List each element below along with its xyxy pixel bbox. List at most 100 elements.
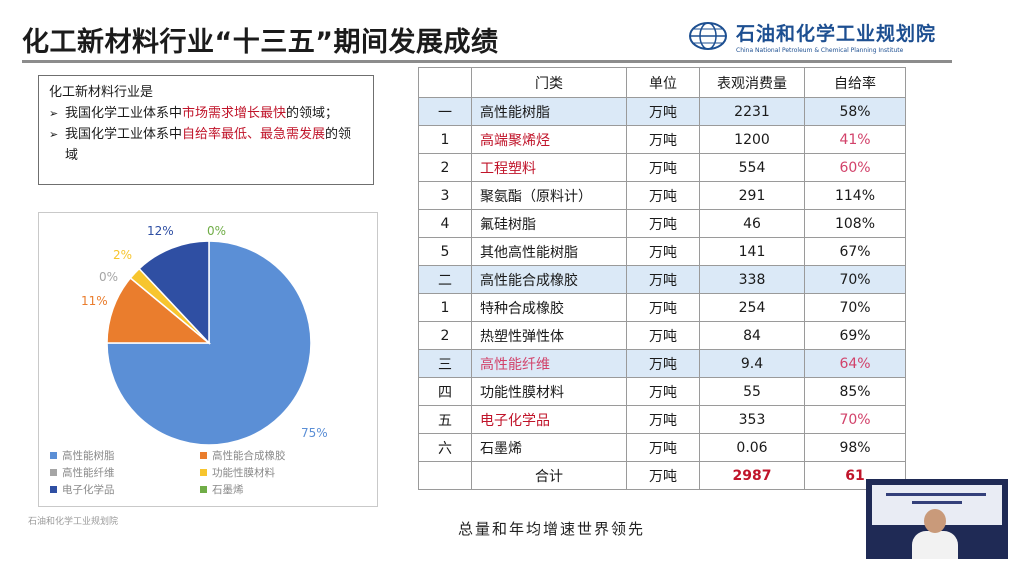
pie-chart-panel: 75% 11% 0% 2% 12% 0% (38, 212, 378, 507)
legend-item: 石墨烯 (200, 482, 360, 497)
cell-self-sufficiency: 98% (804, 433, 906, 462)
cell-consumption: 0.06 (699, 433, 805, 462)
legend-swatch (200, 452, 207, 459)
table-row: 一高性能树脂 万吨 2231 58% (418, 97, 906, 126)
pie-data-label: 75% (301, 426, 328, 440)
table-total-row: 合计 万吨 2987 61 (418, 461, 906, 490)
institute-logo: 石油和化学工业规划院 China National Petroleum & Ch… (688, 14, 958, 58)
cell-index: 2 (418, 153, 472, 182)
pie-data-label: 11% (81, 294, 108, 308)
cell-self-sufficiency: 41% (804, 125, 906, 154)
cell-index: 一 (418, 97, 472, 126)
slide-caption: 总量和年均增速世界领先 (458, 520, 646, 538)
cell-consumption: 291 (699, 181, 805, 210)
cell-unit: 万吨 (626, 433, 700, 462)
cell-category: 高性能合成橡胶 (471, 265, 627, 294)
pie-data-label: 2% (113, 248, 132, 262)
header-consumption: 表观消费量 (699, 67, 805, 98)
cell-index: 4 (418, 209, 472, 238)
table-row: 四功能性膜材料 万吨 55 85% (418, 377, 906, 406)
cell-category: 工程塑料 (471, 153, 627, 182)
cell-category: 功能性膜材料 (471, 377, 627, 406)
pie-data-label: 0% (207, 224, 226, 238)
table-row: 1 特种合成橡胶 万吨 254 70% (418, 293, 906, 322)
cell-self-sufficiency: 114% (804, 181, 906, 210)
chart-credit: 石油和化学工业规划院 (28, 517, 119, 527)
cell-self-sufficiency: 58% (804, 97, 906, 126)
globe-logo-icon (689, 22, 727, 50)
cell-consumption: 554 (699, 153, 805, 182)
cell-self-sufficiency: 70% (804, 405, 906, 434)
legend-swatch (50, 469, 57, 476)
legend-item: 功能性膜材料 (200, 465, 360, 480)
cell-category: 高性能纤维 (471, 349, 627, 378)
presenter-video-thumbnail[interactable] (866, 479, 1008, 559)
cell-index: 5 (418, 237, 472, 266)
cell-self-sufficiency: 60% (804, 153, 906, 182)
cell-consumption: 9.4 (699, 349, 805, 378)
cell-unit: 万吨 (626, 125, 700, 154)
cell-index: 3 (418, 181, 472, 210)
arrow-bullet-icon: ➢ (49, 107, 59, 120)
cell-category: 热塑性弹性体 (471, 321, 627, 350)
table-row: 二高性能合成橡胶 万吨 338 70% (418, 265, 906, 294)
callout-bullet-2: ➢ 我国化学工业体系中自给率最低、最急需发展的领域 (49, 124, 363, 166)
cell-self-sufficiency: 64% (804, 349, 906, 378)
logo-subtitle: China National Petroleum & Chemical Plan… (736, 46, 904, 54)
cell-index: 三 (418, 349, 472, 378)
table-row: 六石墨烯 万吨 0.06 98% (418, 433, 906, 462)
cell-consumption: 1200 (699, 125, 805, 154)
legend-swatch (50, 486, 57, 493)
cell-consumption: 84 (699, 321, 805, 350)
cell-category: 高性能树脂 (471, 97, 627, 126)
cell-category: 特种合成橡胶 (471, 293, 627, 322)
header-unit: 单位 (626, 67, 700, 98)
cell-consumption: 2231 (699, 97, 805, 126)
cell-category: 高端聚烯烃 (471, 125, 627, 154)
cell-index: 五 (418, 405, 472, 434)
presenter-head (924, 509, 946, 533)
cell-category: 氟硅树脂 (471, 209, 627, 238)
cell-self-sufficiency: 108% (804, 209, 906, 238)
cell-unit: 万吨 (626, 181, 700, 210)
cell-consumption: 338 (699, 265, 805, 294)
header-self-sufficiency: 自给率 (804, 67, 906, 98)
arrow-bullet-icon: ➢ (49, 128, 59, 141)
legend-item: 高性能树脂 (50, 448, 200, 463)
logo-name: 石油和化学工业规划院 (736, 22, 937, 45)
table-header-row: 门类 单位 表观消费量 自给率 (418, 67, 906, 98)
cell-unit: 万吨 (626, 265, 700, 294)
pie-legend: 高性能树脂 高性能合成橡胶高性能纤维 功能性膜材料 电子化学品 石墨烯 (50, 448, 370, 497)
legend-item: 电子化学品 (50, 482, 200, 497)
legend-swatch (50, 452, 57, 459)
page-title: 化工新材料行业“十三五”期间发展成绩 (22, 27, 499, 58)
pie-slice-4 (138, 240, 210, 345)
pie-data-label: 12% (147, 224, 174, 238)
cell-unit: 万吨 (626, 405, 700, 434)
total-unit: 万吨 (626, 461, 700, 490)
table-row: 五电子化学品 万吨 353 70% (418, 405, 906, 434)
cell-consumption: 254 (699, 293, 805, 322)
legend-swatch (200, 486, 207, 493)
cell-unit: 万吨 (626, 321, 700, 350)
cell-self-sufficiency: 70% (804, 265, 906, 294)
cell-unit: 万吨 (626, 153, 700, 182)
industry-callout: 化工新材料行业是 ➢ 我国化学工业体系中市场需求增长最快的领域； ➢ 我国化学工… (38, 75, 374, 185)
header-category: 门类 (471, 67, 627, 98)
header-index (418, 67, 472, 98)
pie-chart: 75% 11% 0% 2% 12% 0% (81, 224, 328, 445)
cell-index: 四 (418, 377, 472, 406)
legend-label: 高性能纤维 (62, 467, 115, 479)
cell-index: 二 (418, 265, 472, 294)
cell-unit: 万吨 (626, 293, 700, 322)
cell-self-sufficiency: 70% (804, 293, 906, 322)
cell-category: 其他高性能树脂 (471, 237, 627, 266)
cell-unit: 万吨 (626, 97, 700, 126)
cell-index: 2 (418, 321, 472, 350)
cell-consumption: 55 (699, 377, 805, 406)
cell-index: 1 (418, 125, 472, 154)
legend-label: 高性能合成橡胶 (212, 450, 286, 462)
table-row: 1 高端聚烯烃 万吨 1200 41% (418, 125, 906, 154)
cell-category: 聚氨酯（原料计） (471, 181, 627, 210)
table-row: 5 其他高性能树脂 万吨 141 67% (418, 237, 906, 266)
